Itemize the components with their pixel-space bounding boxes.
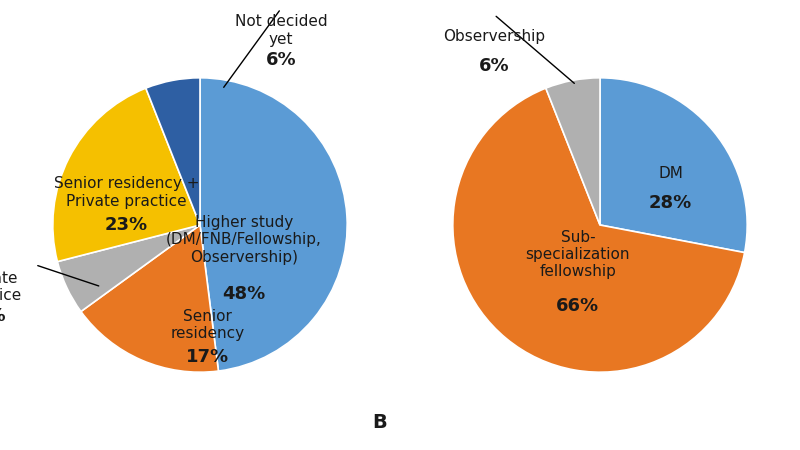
Text: 28%: 28% xyxy=(649,194,692,212)
Text: DM: DM xyxy=(658,166,683,181)
Text: 48%: 48% xyxy=(222,285,266,303)
Text: Higher study
(DM/FNB/Fellowship,
Observership): Higher study (DM/FNB/Fellowship, Observe… xyxy=(166,215,322,265)
Wedge shape xyxy=(58,225,200,311)
Text: Observership: Observership xyxy=(443,29,545,44)
Text: 6%: 6% xyxy=(0,307,6,325)
Text: 17%: 17% xyxy=(186,348,229,366)
Text: 6%: 6% xyxy=(266,51,296,69)
Text: 6%: 6% xyxy=(478,57,510,75)
Text: Sub-
specialization
fellowship: Sub- specialization fellowship xyxy=(526,230,630,279)
Wedge shape xyxy=(200,78,347,371)
Text: Senior
residency: Senior residency xyxy=(170,309,245,341)
Wedge shape xyxy=(81,225,218,372)
Text: B: B xyxy=(372,413,386,432)
Wedge shape xyxy=(453,88,745,372)
Wedge shape xyxy=(546,78,600,225)
Text: Private
practice: Private practice xyxy=(0,270,22,303)
Text: Not decided
yet: Not decided yet xyxy=(234,14,327,47)
Wedge shape xyxy=(600,78,747,252)
Text: 23%: 23% xyxy=(105,216,148,234)
Wedge shape xyxy=(146,78,200,225)
Text: Senior residency +
Private practice: Senior residency + Private practice xyxy=(54,176,199,209)
Text: 66%: 66% xyxy=(556,297,599,315)
Wedge shape xyxy=(53,88,200,261)
